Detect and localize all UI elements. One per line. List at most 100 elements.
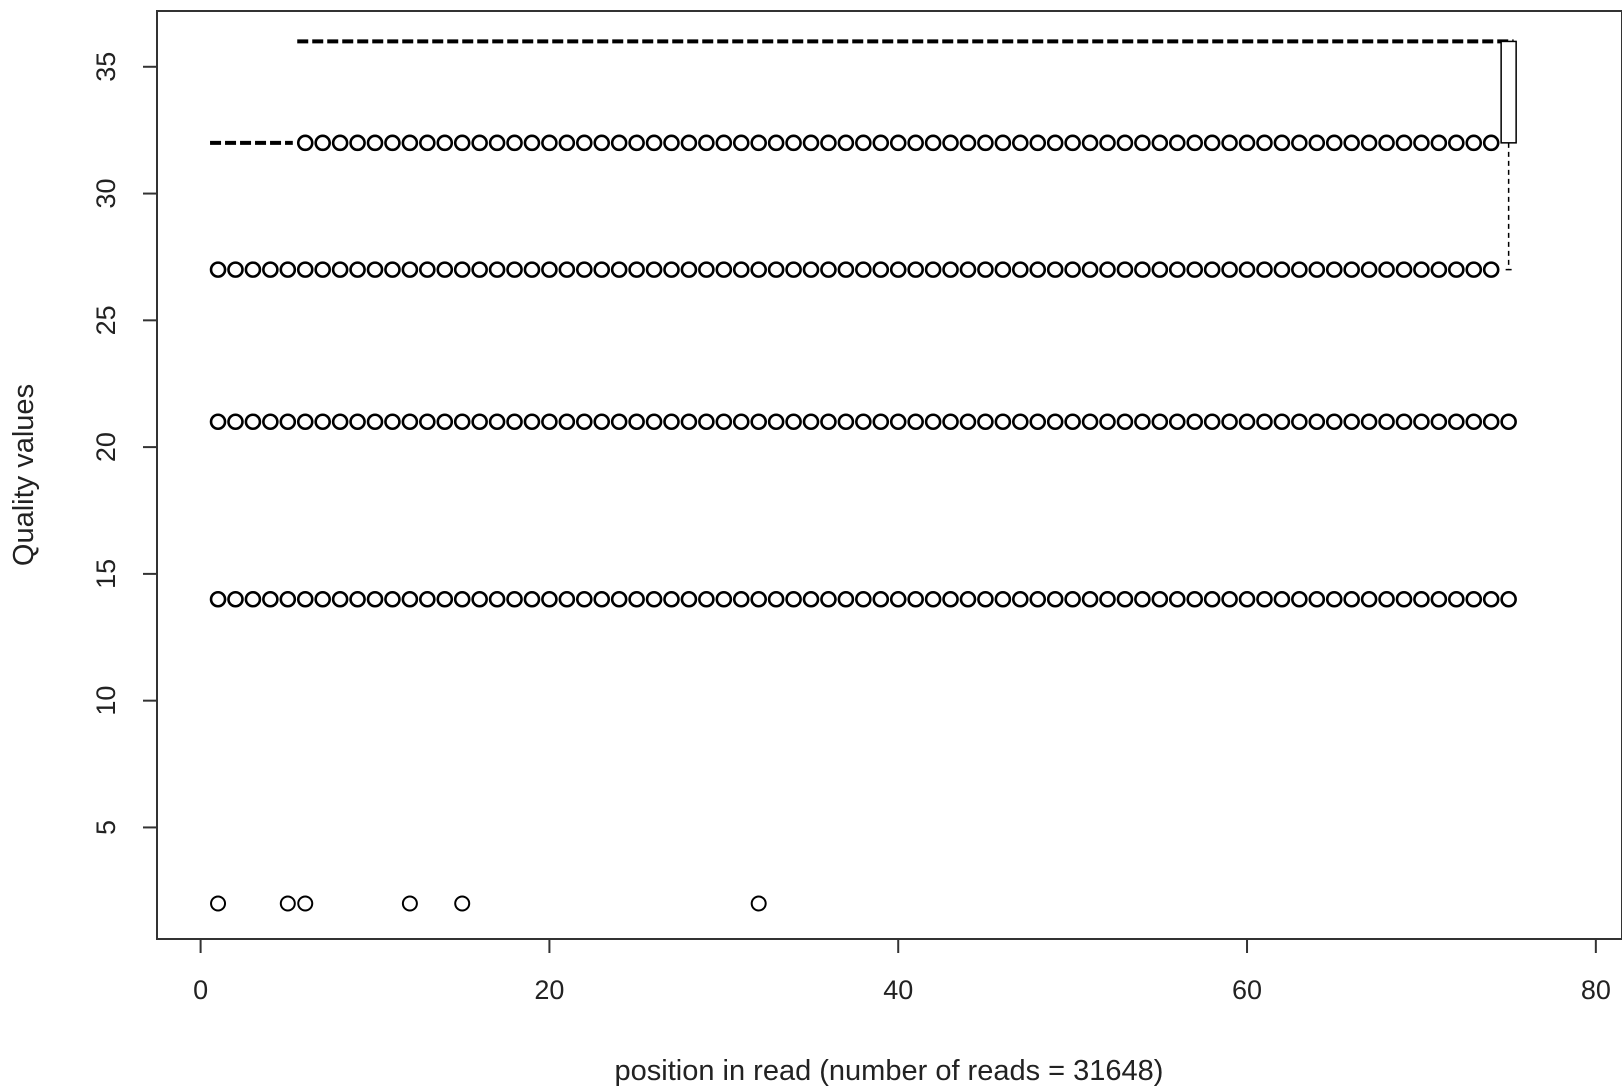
low-outlier-point bbox=[750, 895, 767, 912]
y-tick-label: 10 bbox=[91, 686, 121, 716]
outlier-point bbox=[1012, 590, 1029, 608]
outlier-point bbox=[715, 261, 733, 278]
outlier-point bbox=[227, 261, 244, 278]
outlier-point bbox=[802, 134, 820, 152]
outlier-point bbox=[436, 134, 454, 152]
outlier-point bbox=[453, 134, 471, 152]
outlier-point bbox=[698, 590, 715, 608]
outlier-point bbox=[1273, 134, 1291, 152]
outlier-point bbox=[1186, 134, 1204, 152]
outlier-point bbox=[663, 261, 680, 278]
outlier-point bbox=[575, 134, 593, 152]
outlier-point bbox=[1256, 590, 1273, 608]
outlier-point bbox=[1012, 261, 1029, 278]
outlier-point bbox=[1343, 261, 1360, 278]
outlier-point bbox=[1151, 261, 1169, 278]
outlier-point bbox=[436, 261, 454, 278]
outlier-point bbox=[1203, 413, 1221, 431]
outlier-point bbox=[1430, 590, 1448, 608]
outlier-point bbox=[1325, 413, 1343, 431]
outlier-point bbox=[680, 134, 698, 152]
outlier-point bbox=[488, 261, 506, 278]
outlier-point bbox=[506, 413, 523, 431]
outlier-point bbox=[331, 590, 349, 608]
outlier-point bbox=[837, 134, 855, 152]
outlier-point bbox=[506, 134, 523, 152]
outlier-point bbox=[820, 413, 837, 431]
outlier-point bbox=[1134, 590, 1151, 608]
outlier-point bbox=[558, 261, 576, 278]
outlier-point bbox=[506, 261, 523, 278]
outlier-point bbox=[349, 590, 366, 608]
outlier-point bbox=[1325, 261, 1343, 278]
outlier-point bbox=[384, 413, 401, 431]
outlier-point bbox=[1465, 261, 1483, 278]
outlier-point bbox=[541, 261, 558, 278]
outlier-point bbox=[1413, 413, 1430, 431]
outlier-point bbox=[628, 590, 645, 608]
outlier-point bbox=[349, 134, 366, 152]
y-axis: 5 10 15 20 25 30 35 bbox=[91, 52, 158, 835]
outlier-point bbox=[523, 413, 541, 431]
outlier-point bbox=[1099, 590, 1116, 608]
outlier-point bbox=[732, 590, 750, 608]
outlier-point bbox=[785, 134, 802, 152]
outlier-point bbox=[471, 261, 488, 278]
outlier-point bbox=[872, 134, 890, 152]
outlier-point bbox=[1430, 134, 1448, 152]
outlier-point bbox=[680, 413, 698, 431]
outlier-point bbox=[1064, 590, 1081, 608]
outlier-point bbox=[994, 413, 1012, 431]
outlier-point bbox=[401, 413, 419, 431]
outlier-point bbox=[855, 261, 872, 278]
outlier-point bbox=[1256, 413, 1273, 431]
outlier-point bbox=[889, 590, 907, 608]
outlier-point bbox=[942, 261, 959, 278]
outlier-point bbox=[209, 261, 227, 278]
outlier-point bbox=[419, 590, 436, 608]
outlier-point bbox=[366, 413, 384, 431]
outlier-point bbox=[331, 261, 349, 278]
y-tick-label: 30 bbox=[91, 179, 121, 209]
outlier-point bbox=[419, 261, 436, 278]
outlier-point bbox=[349, 413, 366, 431]
outlier-point bbox=[1238, 261, 1256, 278]
outlier-point bbox=[593, 413, 611, 431]
outlier-point bbox=[1012, 413, 1029, 431]
outlier-point bbox=[802, 413, 820, 431]
outlier-point bbox=[645, 134, 663, 152]
outlier-point bbox=[488, 134, 506, 152]
outlier-point bbox=[1203, 134, 1221, 152]
outlier-point bbox=[1064, 134, 1081, 152]
outlier-point bbox=[401, 261, 419, 278]
y-tick-label: 20 bbox=[91, 432, 121, 462]
outlier-point bbox=[419, 413, 436, 431]
outlier-point bbox=[977, 261, 994, 278]
outlier-point bbox=[1413, 590, 1430, 608]
outlier-point bbox=[907, 134, 924, 152]
outlier-point bbox=[1256, 134, 1273, 152]
outlier-point bbox=[279, 413, 297, 431]
outlier-point bbox=[767, 261, 785, 278]
outlier-point bbox=[959, 413, 977, 431]
outlier-point bbox=[1029, 134, 1047, 152]
outlier-point bbox=[1134, 413, 1151, 431]
outlier-point bbox=[872, 590, 890, 608]
outlier-point bbox=[802, 590, 820, 608]
outlier-point bbox=[1238, 413, 1256, 431]
outlier-point bbox=[732, 134, 750, 152]
outlier-point bbox=[1308, 590, 1326, 608]
outlier-point bbox=[1465, 413, 1483, 431]
outlier-point bbox=[1291, 413, 1308, 431]
outlier-point bbox=[453, 590, 471, 608]
outlier-point bbox=[244, 413, 262, 431]
outlier-point bbox=[889, 413, 907, 431]
outlier-point bbox=[1448, 134, 1465, 152]
outlier-point bbox=[1064, 261, 1081, 278]
outlier-point bbox=[1308, 134, 1326, 152]
outlier-point bbox=[279, 590, 297, 608]
outlier-point bbox=[401, 134, 419, 152]
outlier-point bbox=[436, 590, 454, 608]
outlier-point bbox=[1238, 134, 1256, 152]
outlier-point bbox=[1343, 590, 1360, 608]
